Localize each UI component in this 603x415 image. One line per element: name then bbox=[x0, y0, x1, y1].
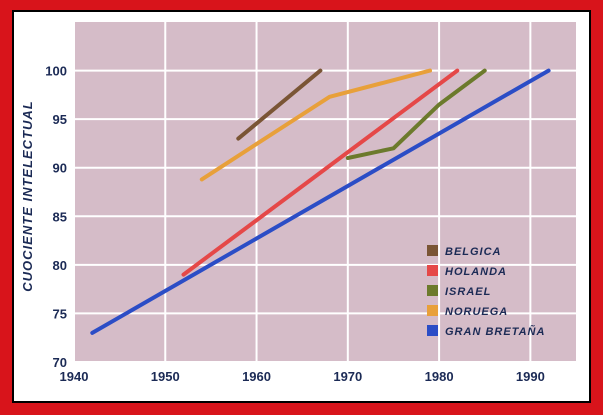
series-lines bbox=[90, 68, 551, 335]
series-line-noruega bbox=[199, 68, 432, 182]
legend-label: HOLANDA bbox=[445, 266, 507, 278]
legend-swatch bbox=[427, 285, 438, 296]
y-tick-label: 80 bbox=[53, 258, 67, 273]
y-tick-label: 100 bbox=[45, 64, 67, 79]
x-tick-label: 1980 bbox=[425, 369, 454, 384]
x-tick-label: 1970 bbox=[333, 369, 362, 384]
x-tick-label: 1960 bbox=[242, 369, 271, 384]
series-line-israel bbox=[345, 68, 487, 160]
series-line-gran-bretaña bbox=[90, 68, 551, 335]
y-axis-label: CUOCIENTE INTELECTUAL bbox=[20, 100, 35, 291]
y-tick-label: 90 bbox=[53, 161, 67, 176]
plot-area bbox=[74, 22, 576, 362]
y-tick-label: 85 bbox=[53, 209, 67, 224]
legend-label: NORUEGA bbox=[445, 306, 508, 318]
legend-swatch bbox=[427, 265, 438, 276]
legend-swatch bbox=[427, 325, 438, 336]
legend-label: BELGICA bbox=[445, 246, 502, 258]
legend-swatch bbox=[427, 305, 438, 316]
x-axis-ticks: 1940 1950 1960 1970 1980 1990 bbox=[60, 369, 545, 384]
series-line-holanda bbox=[181, 68, 460, 277]
legend-label: ISRAEL bbox=[445, 286, 491, 298]
series-line-belgica bbox=[236, 68, 323, 141]
y-axis-ticks: 70 75 80 85 90 95 100 bbox=[45, 64, 67, 370]
x-tick-label: 1940 bbox=[60, 369, 89, 384]
legend: BELGICA HOLANDA ISRAEL NORUEGA GRAN BRETAÑA bbox=[427, 245, 545, 338]
x-tick-label: 1950 bbox=[151, 369, 180, 384]
y-tick-label: 75 bbox=[53, 306, 67, 321]
legend-label: GRAN BRETAÑA bbox=[445, 325, 545, 338]
gridlines bbox=[73, 22, 576, 363]
y-tick-label: 70 bbox=[53, 355, 67, 370]
y-tick-label: 95 bbox=[53, 112, 67, 127]
legend-swatch bbox=[427, 245, 438, 256]
x-tick-label: 1990 bbox=[516, 369, 545, 384]
